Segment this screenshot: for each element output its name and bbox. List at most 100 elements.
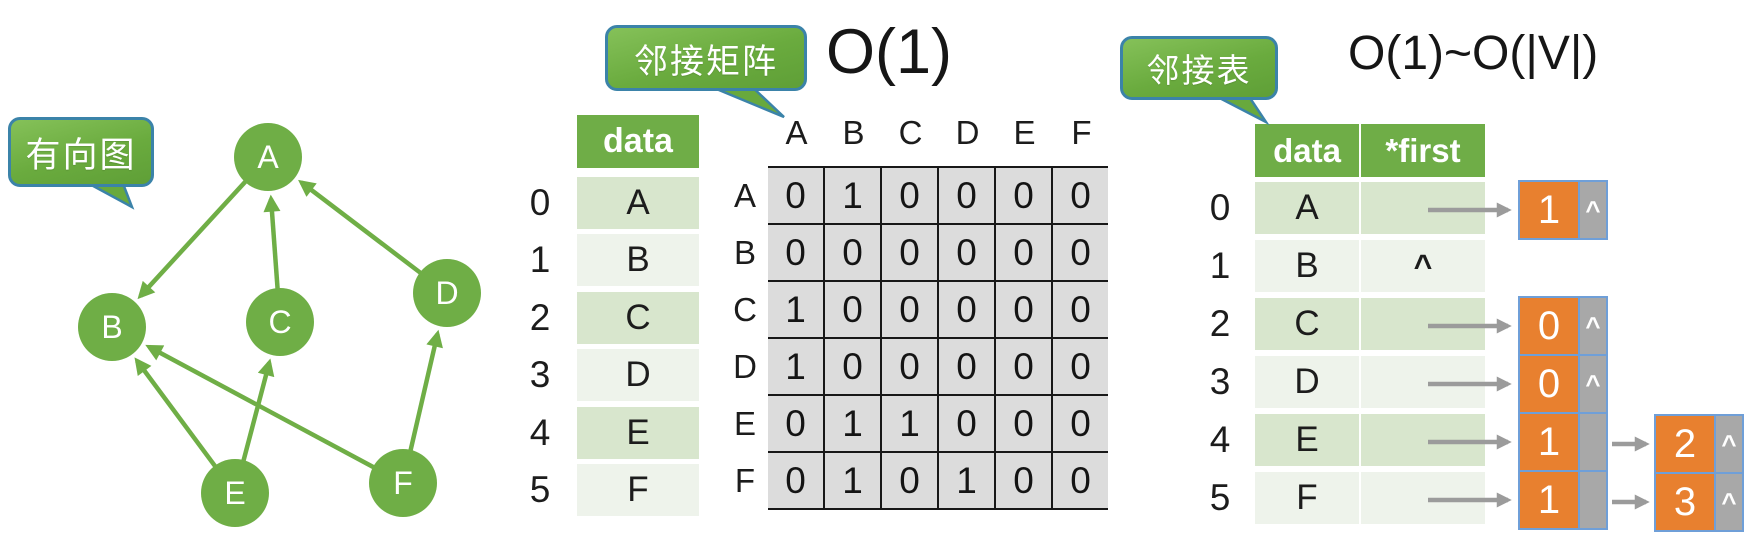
graph-bubble-tail-icon bbox=[83, 181, 135, 210]
data-table-index: 3 bbox=[529, 354, 551, 396]
list-index: 0 bbox=[1209, 187, 1231, 228]
matrix-col-header: B bbox=[842, 114, 865, 151]
list-index: 1 bbox=[1209, 245, 1231, 286]
matrix-cell: 1 bbox=[768, 339, 823, 394]
matrix-row-header: A bbox=[733, 177, 756, 214]
linked-list-node-pointer bbox=[1580, 472, 1606, 528]
linked-list-node: 1 bbox=[1518, 412, 1608, 472]
list-first-header: *first bbox=[1361, 124, 1485, 177]
linked-list-node: 1 bbox=[1518, 470, 1608, 530]
graph-edge-E-B bbox=[134, 357, 218, 469]
linked-list-node: 0 ^ bbox=[1518, 354, 1608, 414]
matrix-cell: 0 bbox=[882, 453, 937, 508]
adjacency-list-label-bubble: 邻接表 bbox=[1120, 36, 1278, 100]
graph-edge-C-A bbox=[263, 194, 281, 291]
matrix-cell: 0 bbox=[996, 453, 1051, 508]
data-table-header: data bbox=[577, 115, 699, 168]
graph-node-D bbox=[413, 259, 481, 327]
data-table-cell: E bbox=[577, 406, 699, 459]
list-data-cell: E bbox=[1255, 414, 1359, 466]
list-data-cell: F bbox=[1255, 472, 1359, 524]
matrix-cell: 0 bbox=[939, 339, 994, 394]
graph-edge-F-D bbox=[408, 329, 443, 453]
data-table-cell: C bbox=[577, 291, 699, 344]
linked-list-node-pointer: ^ bbox=[1580, 356, 1606, 412]
matrix-cell: 1 bbox=[939, 453, 994, 508]
matrix-row-header: B bbox=[733, 234, 756, 271]
matrix-cell: 0 bbox=[768, 453, 823, 508]
graph-node-label-D: D bbox=[435, 275, 458, 311]
matrix-cell: 0 bbox=[1053, 282, 1108, 337]
linked-list-node-value: 1 bbox=[1520, 414, 1580, 470]
linked-list-node: 3 ^ bbox=[1654, 472, 1744, 532]
data-table-index: 0 bbox=[529, 182, 551, 223]
list-index: 5 bbox=[1209, 477, 1231, 518]
graph-node-label-E: E bbox=[224, 475, 245, 511]
matrix-cell: 0 bbox=[996, 396, 1051, 451]
linked-list-node-value: 0 bbox=[1520, 298, 1580, 354]
list-data-header: data bbox=[1255, 124, 1359, 177]
list-first-cell bbox=[1361, 182, 1485, 234]
linked-list-node: 0 ^ bbox=[1518, 296, 1608, 356]
matrix-cell: 0 bbox=[939, 282, 994, 337]
linked-list-node-pointer: ^ bbox=[1716, 416, 1742, 472]
list-data-cell: A bbox=[1255, 182, 1359, 234]
data-table-cell: D bbox=[577, 349, 699, 402]
graph-label: 有向图 bbox=[25, 135, 137, 175]
data-table-cell: F bbox=[577, 464, 699, 516]
graph-edge-A-B bbox=[137, 179, 249, 300]
matrix-col-header: C bbox=[898, 114, 923, 151]
list-data-cell: D bbox=[1255, 356, 1359, 408]
matrix-col-header: E bbox=[1013, 114, 1036, 151]
adjacency-matrix-bubble-tail-icon bbox=[701, 83, 785, 119]
list-first-cell bbox=[1361, 472, 1485, 524]
matrix-cell: 0 bbox=[1053, 339, 1108, 394]
graph-node-F bbox=[369, 449, 437, 517]
matrix-cell: 0 bbox=[882, 339, 937, 394]
matrix-col-header: D bbox=[955, 114, 980, 151]
graph-edge-F-B bbox=[145, 344, 376, 470]
data-table-index: 1 bbox=[529, 239, 551, 281]
adjacency-matrix-label-bubble: 邻接矩阵 bbox=[605, 25, 807, 91]
graph-node-B bbox=[78, 293, 146, 361]
data-table-index: 5 bbox=[529, 469, 551, 510]
matrix-cell: 0 bbox=[768, 396, 823, 451]
matrix-cell: 0 bbox=[996, 225, 1051, 280]
matrix-row-header: E bbox=[733, 405, 756, 442]
linked-list-node-value: 0 bbox=[1520, 356, 1580, 412]
matrix-cell: 0 bbox=[882, 225, 937, 280]
list-data-cell: C bbox=[1255, 298, 1359, 350]
list-first-cell bbox=[1361, 298, 1485, 350]
data-table-cell: A bbox=[577, 177, 699, 229]
graph-node-label-F: F bbox=[393, 465, 413, 501]
matrix-cell: 0 bbox=[996, 168, 1051, 223]
matrix-cell: 1 bbox=[825, 168, 880, 223]
matrix-cell: 0 bbox=[768, 168, 823, 223]
matrix-cell: 0 bbox=[768, 225, 823, 280]
matrix-cell: 0 bbox=[825, 225, 880, 280]
matrix-cell: 0 bbox=[996, 282, 1051, 337]
matrix-cell: 0 bbox=[825, 339, 880, 394]
data-table-index: 2 bbox=[529, 296, 551, 338]
graph-node-C bbox=[246, 288, 314, 356]
matrix-cell: 0 bbox=[882, 282, 937, 337]
graph-label-bubble: 有向图 bbox=[8, 117, 154, 187]
matrix-row-header: F bbox=[734, 462, 756, 499]
matrix-cell: 0 bbox=[939, 168, 994, 223]
linked-list-node-value: 3 bbox=[1656, 474, 1716, 530]
data-table-index: 4 bbox=[529, 411, 551, 453]
list-index: 3 bbox=[1209, 361, 1231, 402]
matrix-cell: 0 bbox=[882, 168, 937, 223]
matrix-cell: 0 bbox=[1053, 396, 1108, 451]
matrix-col-header: A bbox=[785, 114, 808, 151]
matrix-complexity: O(1) bbox=[826, 17, 952, 87]
linked-list-node-value: 1 bbox=[1520, 182, 1580, 238]
linked-list-node-value: 2 bbox=[1656, 416, 1716, 472]
list-data-cell: B bbox=[1255, 240, 1359, 292]
graph-node-label-A: A bbox=[257, 139, 279, 175]
matrix-cell: 0 bbox=[1053, 225, 1108, 280]
list-first-cell: ^ bbox=[1361, 240, 1485, 292]
list-index: 2 bbox=[1209, 303, 1231, 344]
